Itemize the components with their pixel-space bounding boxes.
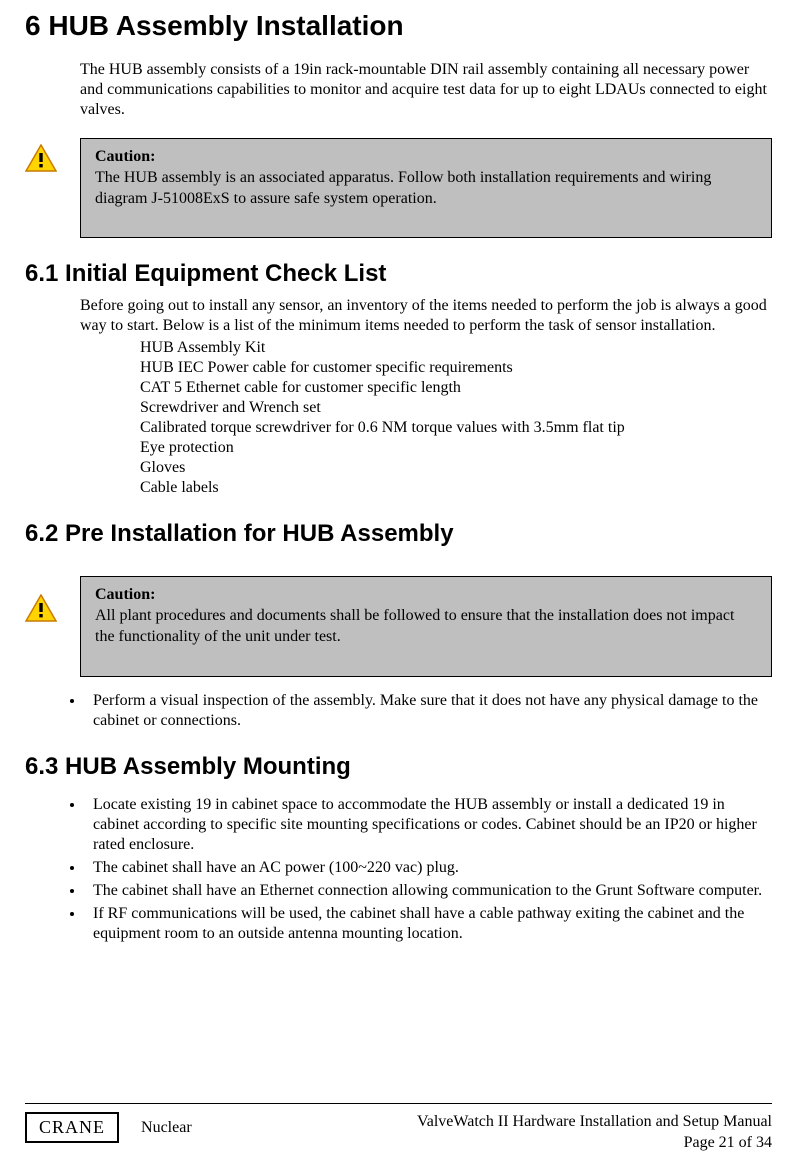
checklist-item: Gloves [140, 458, 772, 478]
checklist-item: Calibrated torque screwdriver for 0.6 NM… [140, 418, 772, 438]
checklist-item: CAT 5 Ethernet cable for customer specif… [140, 378, 772, 398]
caution-box: Caution: The HUB assembly is an associat… [80, 138, 772, 238]
footer-manual-title: ValveWatch II Hardware Installation and … [417, 1112, 772, 1133]
section-heading-6-1: 6.1 Initial Equipment Check List [25, 260, 772, 288]
page-footer: CRANE Nuclear ValveWatch II Hardware Ins… [25, 1103, 772, 1154]
intro-paragraph: The HUB assembly consists of a 19in rack… [80, 60, 772, 120]
section-heading-6: 6 HUB Assembly Installation [25, 10, 772, 42]
caution-label: Caution: [95, 148, 155, 165]
bullets-6-2: Perform a visual inspection of the assem… [85, 691, 772, 731]
footer-left: CRANE Nuclear [25, 1112, 192, 1143]
bullet-item: If RF communications will be used, the c… [85, 904, 772, 944]
caution-text: The HUB assembly is an associated appara… [95, 169, 711, 207]
body-6-1-text: Before going out to install any sensor, … [80, 297, 767, 334]
bullet-item: Perform a visual inspection of the assem… [85, 691, 772, 731]
checklist-item: HUB Assembly Kit [140, 338, 772, 358]
footer-page-number: Page 21 of 34 [417, 1133, 772, 1154]
bullet-item: Locate existing 19 in cabinet space to a… [85, 795, 772, 855]
caution-box: Caution: All plant procedures and docume… [80, 576, 772, 676]
footer-nuclear-label: Nuclear [141, 1119, 192, 1137]
bullet-item: The cabinet shall have an Ethernet conne… [85, 881, 772, 901]
checklist-item: Cable labels [140, 478, 772, 498]
checklist-item: Screwdriver and Wrench set [140, 398, 772, 418]
caution-block-1: Caution: The HUB assembly is an associat… [25, 138, 772, 238]
caution-block-2: Caution: All plant procedures and docume… [25, 576, 772, 676]
section-heading-6-3: 6.3 HUB Assembly Mounting [25, 753, 772, 781]
checklist-item: HUB IEC Power cable for customer specifi… [140, 358, 772, 378]
bullets-6-3: Locate existing 19 in cabinet space to a… [85, 795, 772, 944]
checklist: HUB Assembly Kit HUB IEC Power cable for… [140, 338, 772, 498]
warning-icon [25, 594, 65, 627]
crane-logo-box: CRANE [25, 1112, 119, 1143]
bullet-item: The cabinet shall have an AC power (100~… [85, 858, 772, 878]
section-heading-6-2: 6.2 Pre Installation for HUB Assembly [25, 520, 772, 548]
section-6-1-body: Before going out to install any sensor, … [80, 296, 772, 498]
caution-label: Caution: [95, 586, 155, 603]
footer-right: ValveWatch II Hardware Installation and … [417, 1112, 772, 1154]
warning-icon [25, 144, 65, 177]
checklist-item: Eye protection [140, 438, 772, 458]
caution-text: All plant procedures and documents shall… [95, 607, 734, 645]
